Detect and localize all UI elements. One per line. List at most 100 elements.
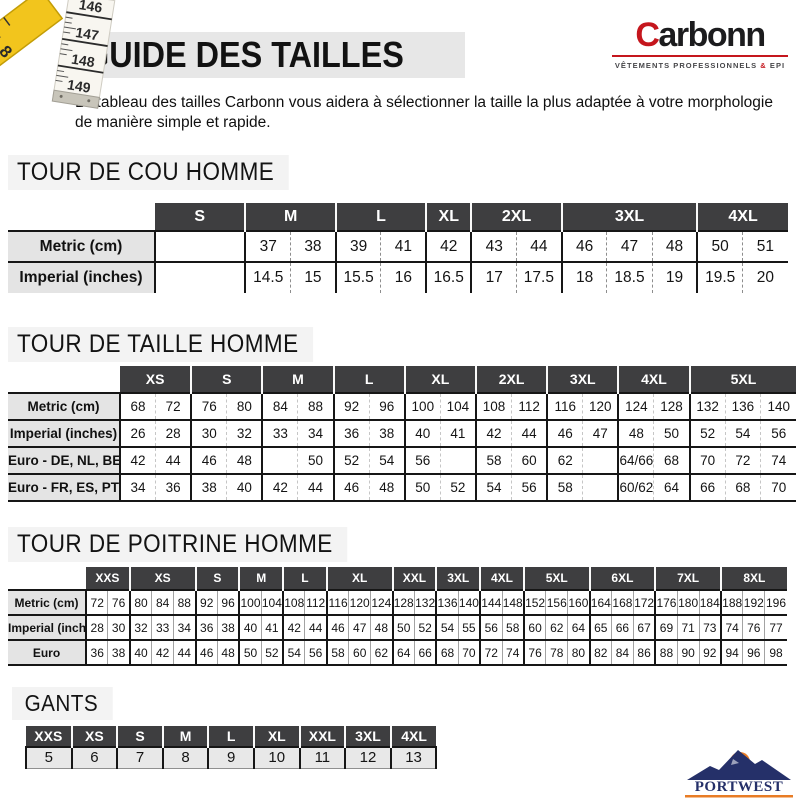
size-header-3xl: 3XL [562,203,698,231]
size-header-l: L [334,366,405,393]
size-value-cell: 96 [369,393,405,420]
size-value-cell: 108 [476,393,512,420]
size-value-cell: 36 [156,474,192,501]
size-value-cell: 184 [699,590,721,615]
size-value-cell: 32 [130,615,152,640]
size-value-cell: 62 [546,615,568,640]
size-value-cell: 64/66 [618,447,654,474]
size-value-cell: 30 [108,615,130,640]
size-value-cell: 66 [611,615,633,640]
size-value-cell: 13 [391,747,437,768]
size-value-cell: 136 [436,590,458,615]
size-value-cell: 42 [120,447,156,474]
size-value-cell: 32 [227,420,263,447]
size-value-cell [583,447,619,474]
size-header-m: M [262,366,333,393]
size-value-cell: 58 [502,615,524,640]
size-value-cell: 120 [349,590,371,615]
size-value-cell: 8 [163,747,209,768]
size-value-cell: 98 [765,640,787,665]
size-header-8xl: 8XL [721,567,787,590]
size-value-cell: 56 [512,474,548,501]
size-value-cell: 144 [480,590,502,615]
size-value-cell: 96 [743,640,765,665]
size-value-cell: 60/62 [618,474,654,501]
size-value-cell: 76 [524,640,546,665]
row-label: Metric (cm) [8,590,86,615]
size-value-cell: 92 [699,640,721,665]
size-value-cell: 33 [262,420,298,447]
size-header-s: S [117,726,163,747]
row-label: Imperial (inches) [8,615,86,640]
size-header-7xl: 7XL [655,567,721,590]
size-value-cell: 136 [725,393,761,420]
size-value-cell: 70 [690,447,726,474]
size-value-cell: 70 [761,474,797,501]
size-value-cell: 68 [120,393,156,420]
size-value-cell: 128 [393,590,415,615]
size-header-2xl: 2XL [476,366,547,393]
size-header-xs: XS [72,726,118,747]
row-label: Metric (cm) [8,231,155,262]
tagline-main: VÊTEMENTS PROFESSIONNELS [615,61,757,70]
size-header-s: S [191,366,262,393]
carbonn-red-rule [612,55,788,57]
size-value-cell: 40 [405,420,441,447]
size-value-cell: 50 [239,640,261,665]
size-value-cell: 50 [405,474,441,501]
size-value-cell: 76 [191,393,227,420]
size-value-cell: 54 [436,615,458,640]
size-value-cell: 80 [227,393,263,420]
size-header-xl: XL [426,203,471,231]
size-value-cell: 41 [381,231,426,262]
size-value-cell: 46 [196,640,218,665]
size-value-cell: 66 [690,474,726,501]
size-value-cell: 30 [191,420,227,447]
section-title-neck: TOUR DE COU HOMME [8,155,289,190]
size-value-cell: 172 [633,590,655,615]
portwest-orange-rule [685,795,793,798]
size-value-cell: 16.5 [426,262,471,293]
size-header-m: M [163,726,209,747]
size-value-cell: 44 [517,231,562,262]
size-value-cell: 74 [721,615,743,640]
size-value-cell: 94 [721,640,743,665]
size-header-2xl: 2XL [471,203,561,231]
tagline-ampersand: & [760,61,766,70]
size-value-cell: 64 [393,640,415,665]
size-value-cell: 43 [471,231,516,262]
row-label: Euro - DE, NL, BE [8,447,120,474]
size-value-cell: 47 [349,615,371,640]
size-value-cell: 46 [334,474,370,501]
size-value-cell: 42 [426,231,471,262]
size-value-cell: 46 [547,420,583,447]
size-value-cell: 54 [369,447,405,474]
carbonn-rest: arbonn [658,16,764,54]
measuring-tape-image: 7 8 146 147 148 149 [0,0,151,124]
size-header-l: L [336,203,426,231]
size-value-cell: 41 [440,420,476,447]
size-value-cell: 52 [690,420,726,447]
size-value-cell: 20 [743,262,788,293]
section-title-waist: TOUR DE TAILLE HOMME [8,327,313,362]
intro-text: Le tableau des tailles Carbonn vous aide… [75,93,789,133]
size-value-cell: 124 [618,393,654,420]
size-value-cell: 77 [765,615,787,640]
size-header-xs: XS [130,567,196,590]
size-value-cell: 6 [72,747,118,768]
size-header-m: M [245,203,335,231]
size-value-cell: 15 [291,262,336,293]
table-corner [8,203,155,231]
size-value-cell: 26 [120,420,156,447]
size-value-cell: 38 [191,474,227,501]
size-value-cell: 72 [86,590,108,615]
size-value-cell: 176 [655,590,677,615]
size-header-xl: XL [327,567,393,590]
size-value-cell: 38 [369,420,405,447]
size-header-4xl: 4XL [618,366,689,393]
size-value-cell: 47 [607,231,652,262]
size-value-cell: 37 [245,231,290,262]
size-value-cell: 52 [334,447,370,474]
size-value-cell: 84 [611,640,633,665]
carbonn-logo: Carbonn VÊTEMENTS PROFESSIONNELS & EPI [610,18,790,70]
